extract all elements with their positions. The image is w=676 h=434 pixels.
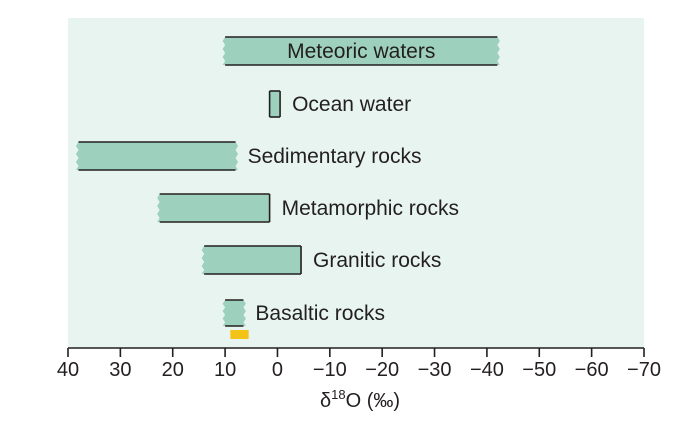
x-tick-label: 30 bbox=[109, 359, 131, 381]
x-tick-label: −10 bbox=[313, 359, 347, 381]
bar-fill-granitic-rocks bbox=[201, 246, 302, 274]
bar-basaltic-rocks bbox=[222, 299, 246, 327]
x-axis-title-main: O (‰) bbox=[346, 390, 400, 412]
range-label-granitic-rocks: Granitic rocks bbox=[313, 249, 441, 272]
x-tick-label: −50 bbox=[522, 359, 556, 381]
x-tick-label: 20 bbox=[162, 359, 184, 381]
range-label-basaltic-rocks: Basaltic rocks bbox=[255, 302, 385, 325]
bars-layer bbox=[75, 36, 500, 339]
bar-granitic-rocks bbox=[201, 245, 302, 275]
bar-fill-meteoric-waters bbox=[222, 37, 500, 65]
marker-bar bbox=[230, 330, 249, 339]
bar-meteoric-waters bbox=[222, 36, 500, 66]
x-axis-title-superscript: 18 bbox=[331, 387, 345, 402]
x-tick-label: −70 bbox=[627, 359, 661, 381]
range-label-meteoric-waters: Meteoric waters bbox=[287, 40, 435, 63]
x-axis-title-prefix: δ bbox=[320, 390, 331, 412]
bar-fill-metamorphic-rocks bbox=[157, 194, 270, 222]
x-axis-title: δ18O (‰) bbox=[320, 387, 400, 412]
bar-metamorphic-rocks bbox=[157, 193, 271, 223]
range-label-metamorphic-rocks: Metamorphic rocks bbox=[282, 197, 459, 220]
x-tick-label: −30 bbox=[418, 359, 452, 381]
x-tick-label: 40 bbox=[57, 359, 79, 381]
range-label-ocean-water: Ocean water bbox=[292, 93, 411, 116]
x-axis-ticks: 40 30 20 10 0 −10 −20 −30 −40 −50 −60 −70 bbox=[57, 348, 661, 381]
x-tick-label: 10 bbox=[214, 359, 236, 381]
labels-layer: Meteoric waters Ocean water Sedimentary ro… bbox=[248, 40, 459, 325]
bar-sedimentary-rocks bbox=[75, 141, 239, 171]
bar-fill-basaltic-rocks bbox=[222, 300, 246, 326]
plot-background bbox=[68, 18, 644, 348]
x-tick-label: −60 bbox=[575, 359, 609, 381]
x-tick-label: 0 bbox=[272, 359, 283, 381]
bar-ocean-water bbox=[268, 90, 281, 118]
range-label-sedimentary-rocks: Sedimentary rocks bbox=[248, 145, 422, 168]
bar-fill-sedimentary-rocks bbox=[75, 142, 239, 170]
x-tick-label: −20 bbox=[365, 359, 399, 381]
x-tick-label: −40 bbox=[470, 359, 504, 381]
bar-fill-ocean-water bbox=[269, 91, 281, 117]
